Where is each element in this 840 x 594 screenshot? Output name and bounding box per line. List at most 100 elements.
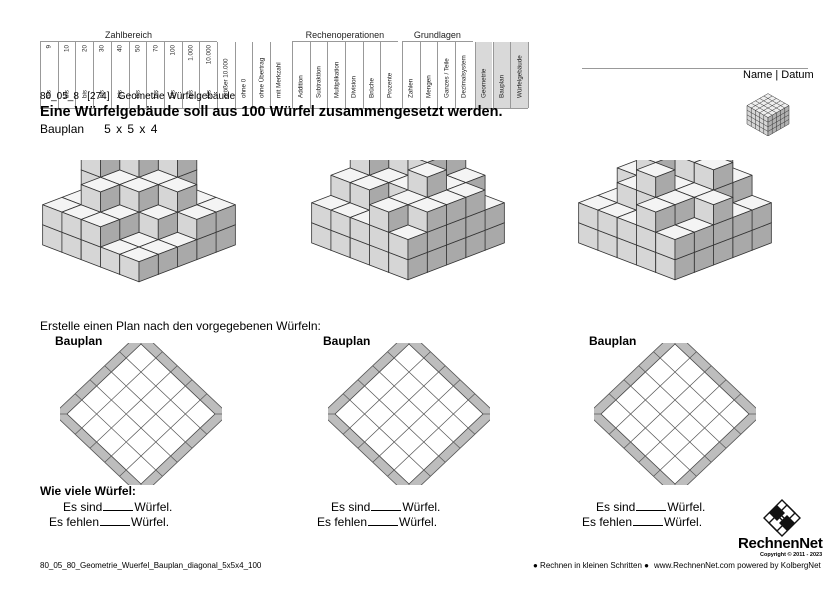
table-column: Prozente bbox=[380, 42, 398, 108]
name-datum-label: Name | Datum bbox=[743, 69, 814, 81]
column-label: Zahlen bbox=[407, 78, 415, 98]
es-fehlen-label: Es fehlen bbox=[582, 515, 633, 529]
column-label: Ganzes / Teile bbox=[443, 58, 451, 98]
table-column: 1.000 bis bbox=[181, 42, 200, 108]
plan-label-3: Bauplan bbox=[589, 334, 637, 348]
table-column: Brüche bbox=[362, 42, 381, 108]
cube-block-icon bbox=[746, 93, 790, 136]
wuerfel-label: Würfel. bbox=[134, 500, 173, 514]
column-label: Würfelgebäude bbox=[516, 55, 524, 98]
table-column: Zahlen bbox=[402, 42, 420, 108]
answer-blank[interactable] bbox=[103, 499, 134, 511]
table-column: 100 bis bbox=[163, 42, 182, 108]
table-column: 20 bis bbox=[75, 42, 93, 108]
es-sind-label: Es sind bbox=[63, 500, 103, 514]
table-column: mit Merkzahl bbox=[270, 42, 288, 108]
table-column: 70 bis bbox=[146, 42, 164, 108]
column-label: Subtraktion bbox=[315, 66, 323, 98]
column-group-title: Zahlbereich bbox=[104, 30, 153, 40]
column-label: Bauplan bbox=[498, 74, 506, 98]
answer-blank[interactable] bbox=[636, 499, 667, 511]
column-label: Mengen bbox=[425, 75, 433, 98]
column-value: 9 bbox=[45, 45, 53, 49]
es-sind-label: Es sind bbox=[331, 500, 371, 514]
plan-grid-2[interactable] bbox=[328, 343, 490, 485]
table-column: 9 bis bbox=[40, 42, 58, 108]
column-label: mit Merkzahl bbox=[275, 62, 283, 98]
table-column: 30 bis bbox=[93, 42, 111, 108]
answer-es-fehlen-2: Es fehlen Würfel. bbox=[317, 514, 437, 529]
table-column: 10.000 bis bbox=[199, 42, 217, 108]
worksheet-code: 80_05_8 bbox=[40, 91, 79, 102]
table-column: Division bbox=[344, 42, 363, 108]
column-label: Prozente bbox=[386, 72, 394, 98]
column-value: 70 bbox=[152, 45, 160, 53]
column-value: 30 bbox=[98, 45, 106, 53]
answer-es-sind-3: Es sind Würfel. bbox=[596, 499, 705, 514]
table-column: Ganzes / Teile bbox=[437, 42, 455, 108]
column-value: 1.000 bbox=[187, 45, 195, 61]
wuerfel-label: Würfel. bbox=[131, 515, 170, 529]
bauplan-dims-label: Bauplan bbox=[40, 122, 85, 136]
column-label: Multiplikation bbox=[333, 61, 341, 98]
dimension-line: Bauplan 5 x 5 x 4 bbox=[40, 122, 157, 136]
footer-slogan: ● Rechnen in kleinen Schritten ● bbox=[533, 561, 649, 570]
table-column: 50 bis bbox=[128, 42, 147, 108]
answer-blank[interactable] bbox=[100, 514, 131, 526]
table-column: Multiplikation bbox=[327, 42, 345, 108]
answer-blank[interactable] bbox=[633, 514, 664, 526]
plan-label-2: Bauplan bbox=[323, 334, 371, 348]
instruction: Erstelle einen Plan nach den vorgegebene… bbox=[40, 319, 321, 333]
wuerfel-label: Würfel. bbox=[667, 500, 706, 514]
table-column: Dezimalsystem bbox=[455, 42, 473, 108]
copyright: Copyright © 2011 - 2023 bbox=[760, 552, 823, 558]
wuerfel-label: Würfel. bbox=[399, 515, 438, 529]
es-fehlen-label: Es fehlen bbox=[49, 515, 100, 529]
column-value: 10 bbox=[63, 45, 71, 53]
plan-grid-1[interactable] bbox=[60, 343, 222, 485]
table-column: Geometrie bbox=[474, 42, 493, 108]
column-label: ohne Übertrag bbox=[258, 57, 266, 98]
plan-grid-3[interactable] bbox=[594, 343, 756, 485]
plan-label-1: Bauplan bbox=[55, 334, 103, 348]
table-column: Addition bbox=[291, 42, 310, 108]
es-sind-label: Es sind bbox=[596, 500, 636, 514]
answer-blank[interactable] bbox=[368, 514, 399, 526]
column-value: 50 bbox=[134, 45, 142, 53]
table-column: Würfelgebäude bbox=[510, 42, 528, 108]
column-value: 40 bbox=[116, 45, 124, 53]
column-label: Brüche bbox=[368, 78, 376, 98]
column-label: Division bbox=[350, 75, 358, 98]
dimensions: 5 x 5 x 4 bbox=[104, 122, 158, 136]
answer-es-sind-2: Es sind Würfel. bbox=[331, 499, 440, 514]
column-label: Addition bbox=[297, 75, 305, 98]
table-column: ohne 0 bbox=[234, 42, 253, 108]
answer-es-sind-1: Es sind Würfel. bbox=[63, 499, 172, 514]
table-column: ohne Übertrag bbox=[252, 42, 270, 108]
worksheet-code-line: 80_05_8 [274] Geometrie Würfelgebäude bbox=[40, 91, 235, 102]
table-column: 40 bis bbox=[110, 42, 129, 108]
question-label: Wie viele Würfel: bbox=[40, 484, 136, 498]
footer-filename: 80_05_80_Geometrie_Wuerfel_Bauplan_diago… bbox=[40, 561, 262, 570]
cube-building-1 bbox=[41, 160, 237, 283]
name-line bbox=[582, 68, 808, 69]
es-fehlen-label: Es fehlen bbox=[317, 515, 368, 529]
column-value: 10.000 bbox=[205, 45, 213, 65]
wuerfel-label: Würfel. bbox=[664, 515, 703, 529]
answer-blank[interactable] bbox=[371, 499, 402, 511]
table-column: Bauplan bbox=[492, 42, 511, 108]
worksheet-number: [274] bbox=[87, 91, 110, 102]
brand-name: RechnenNet bbox=[738, 535, 823, 552]
column-label: Dezimalsystem bbox=[460, 55, 468, 98]
cube-building-3 bbox=[577, 160, 773, 281]
column-value: 20 bbox=[81, 45, 89, 53]
footer-website: www.RechnenNet.com powered by KolbergNet bbox=[654, 561, 821, 570]
table-column: Mengen bbox=[419, 42, 438, 108]
cube-building-2 bbox=[310, 160, 506, 281]
column-label: Geometrie bbox=[480, 68, 488, 98]
answer-es-fehlen-1: Es fehlen Würfel. bbox=[49, 514, 169, 529]
worksheet-topic: Geometrie Würfelgebäude bbox=[117, 91, 236, 102]
answer-es-fehlen-3: Es fehlen Würfel. bbox=[582, 514, 702, 529]
column-label: ohne 0 bbox=[240, 78, 248, 98]
wuerfel-label: Würfel. bbox=[402, 500, 441, 514]
